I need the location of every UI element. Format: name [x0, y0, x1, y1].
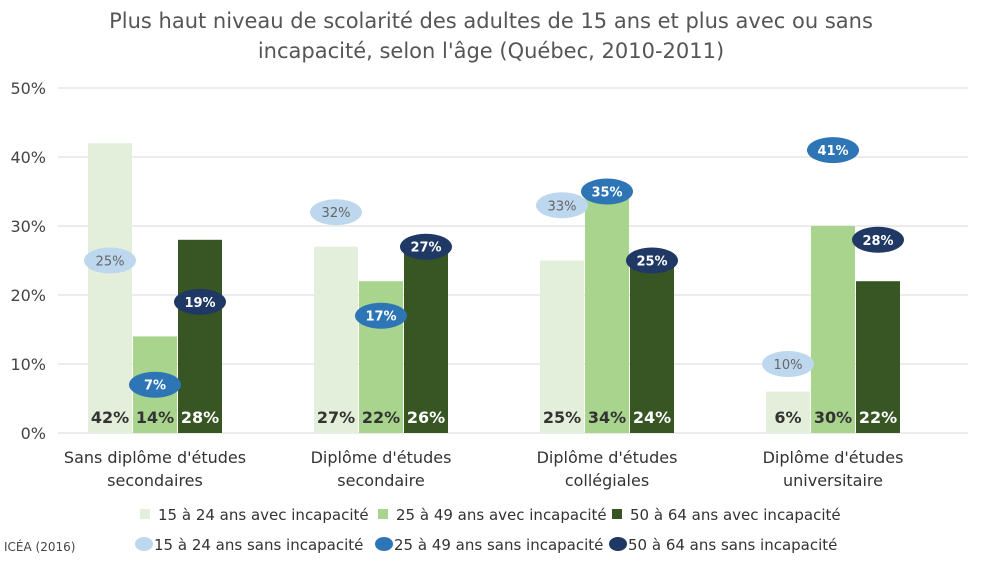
bar-value-label: 25% — [543, 408, 581, 427]
marker-value-label: 10% — [774, 358, 803, 373]
marker-value-label: 25% — [96, 255, 125, 270]
category-label: secondaire — [337, 471, 424, 490]
marker-value-label: 33% — [548, 199, 577, 214]
marker-value-label: 35% — [591, 186, 622, 201]
y-tick-label: 10% — [10, 355, 46, 374]
legend-label: 50 à 64 ans avec incapacité — [630, 506, 841, 524]
bar-value-label: 30% — [814, 408, 852, 427]
bar-value-label: 42% — [91, 408, 129, 427]
category-label: secondaires — [107, 471, 203, 490]
bar-value-label: 22% — [362, 408, 400, 427]
legend-swatch — [609, 537, 627, 551]
legend-label: 25 à 49 ans sans incapacité — [394, 536, 603, 554]
marker-value-label: 28% — [862, 234, 893, 249]
legend-label: 15 à 24 ans avec incapacité — [158, 506, 369, 524]
bar — [88, 143, 132, 433]
marker-value-label: 17% — [365, 310, 396, 325]
category-label: Diplôme d'études — [763, 448, 904, 467]
marker-value-label: 25% — [636, 255, 667, 270]
bar — [314, 247, 358, 433]
marker-value-label: 19% — [184, 296, 215, 311]
marker-value-label: 7% — [144, 379, 166, 394]
category-label: Sans diplôme d'études — [64, 448, 246, 467]
bar — [404, 254, 448, 433]
bar-value-label: 27% — [317, 408, 355, 427]
chart-plot: 0% 10% 20% 30% 40% 50% 42% 27% 25% 6% 14% 22% 34% 30%… — [0, 0, 982, 567]
legend-label: 50 à 64 ans sans incapacité — [628, 536, 837, 554]
bar-value-label: 6% — [774, 408, 801, 427]
bar-value-label: 24% — [633, 408, 671, 427]
legend-swatch — [135, 537, 153, 551]
legend-swatch — [140, 509, 150, 519]
source-note: ICÉA (2016) — [4, 540, 75, 554]
category-label: Diplôme d'études — [311, 448, 452, 467]
bar-value-label: 28% — [181, 408, 219, 427]
bar — [178, 240, 222, 433]
category-label: universitaire — [783, 471, 883, 490]
category-label: Diplôme d'études — [537, 448, 678, 467]
bar-value-label: 34% — [588, 408, 626, 427]
bar — [585, 198, 629, 433]
y-tick-label: 50% — [10, 79, 46, 98]
legend-swatch — [375, 537, 393, 551]
bar-value-label: 22% — [859, 408, 897, 427]
y-tick-label: 20% — [10, 286, 46, 305]
bar-value-label: 26% — [407, 408, 445, 427]
legend-label: 25 à 49 ans avec incapacité — [396, 506, 607, 524]
marker-value-label: 27% — [410, 241, 441, 256]
y-tick-label: 30% — [10, 217, 46, 236]
y-tick-label: 0% — [21, 424, 46, 443]
legend-label: 15 à 24 ans sans incapacité — [154, 536, 363, 554]
legend-swatch — [378, 509, 388, 519]
legend-swatch — [612, 509, 622, 519]
y-tick-label: 40% — [10, 148, 46, 167]
category-label: collégiales — [565, 471, 649, 490]
marker-value-label: 41% — [817, 144, 848, 159]
bar — [811, 226, 855, 433]
marker-value-label: 32% — [322, 206, 351, 221]
bar-value-label: 14% — [136, 408, 174, 427]
